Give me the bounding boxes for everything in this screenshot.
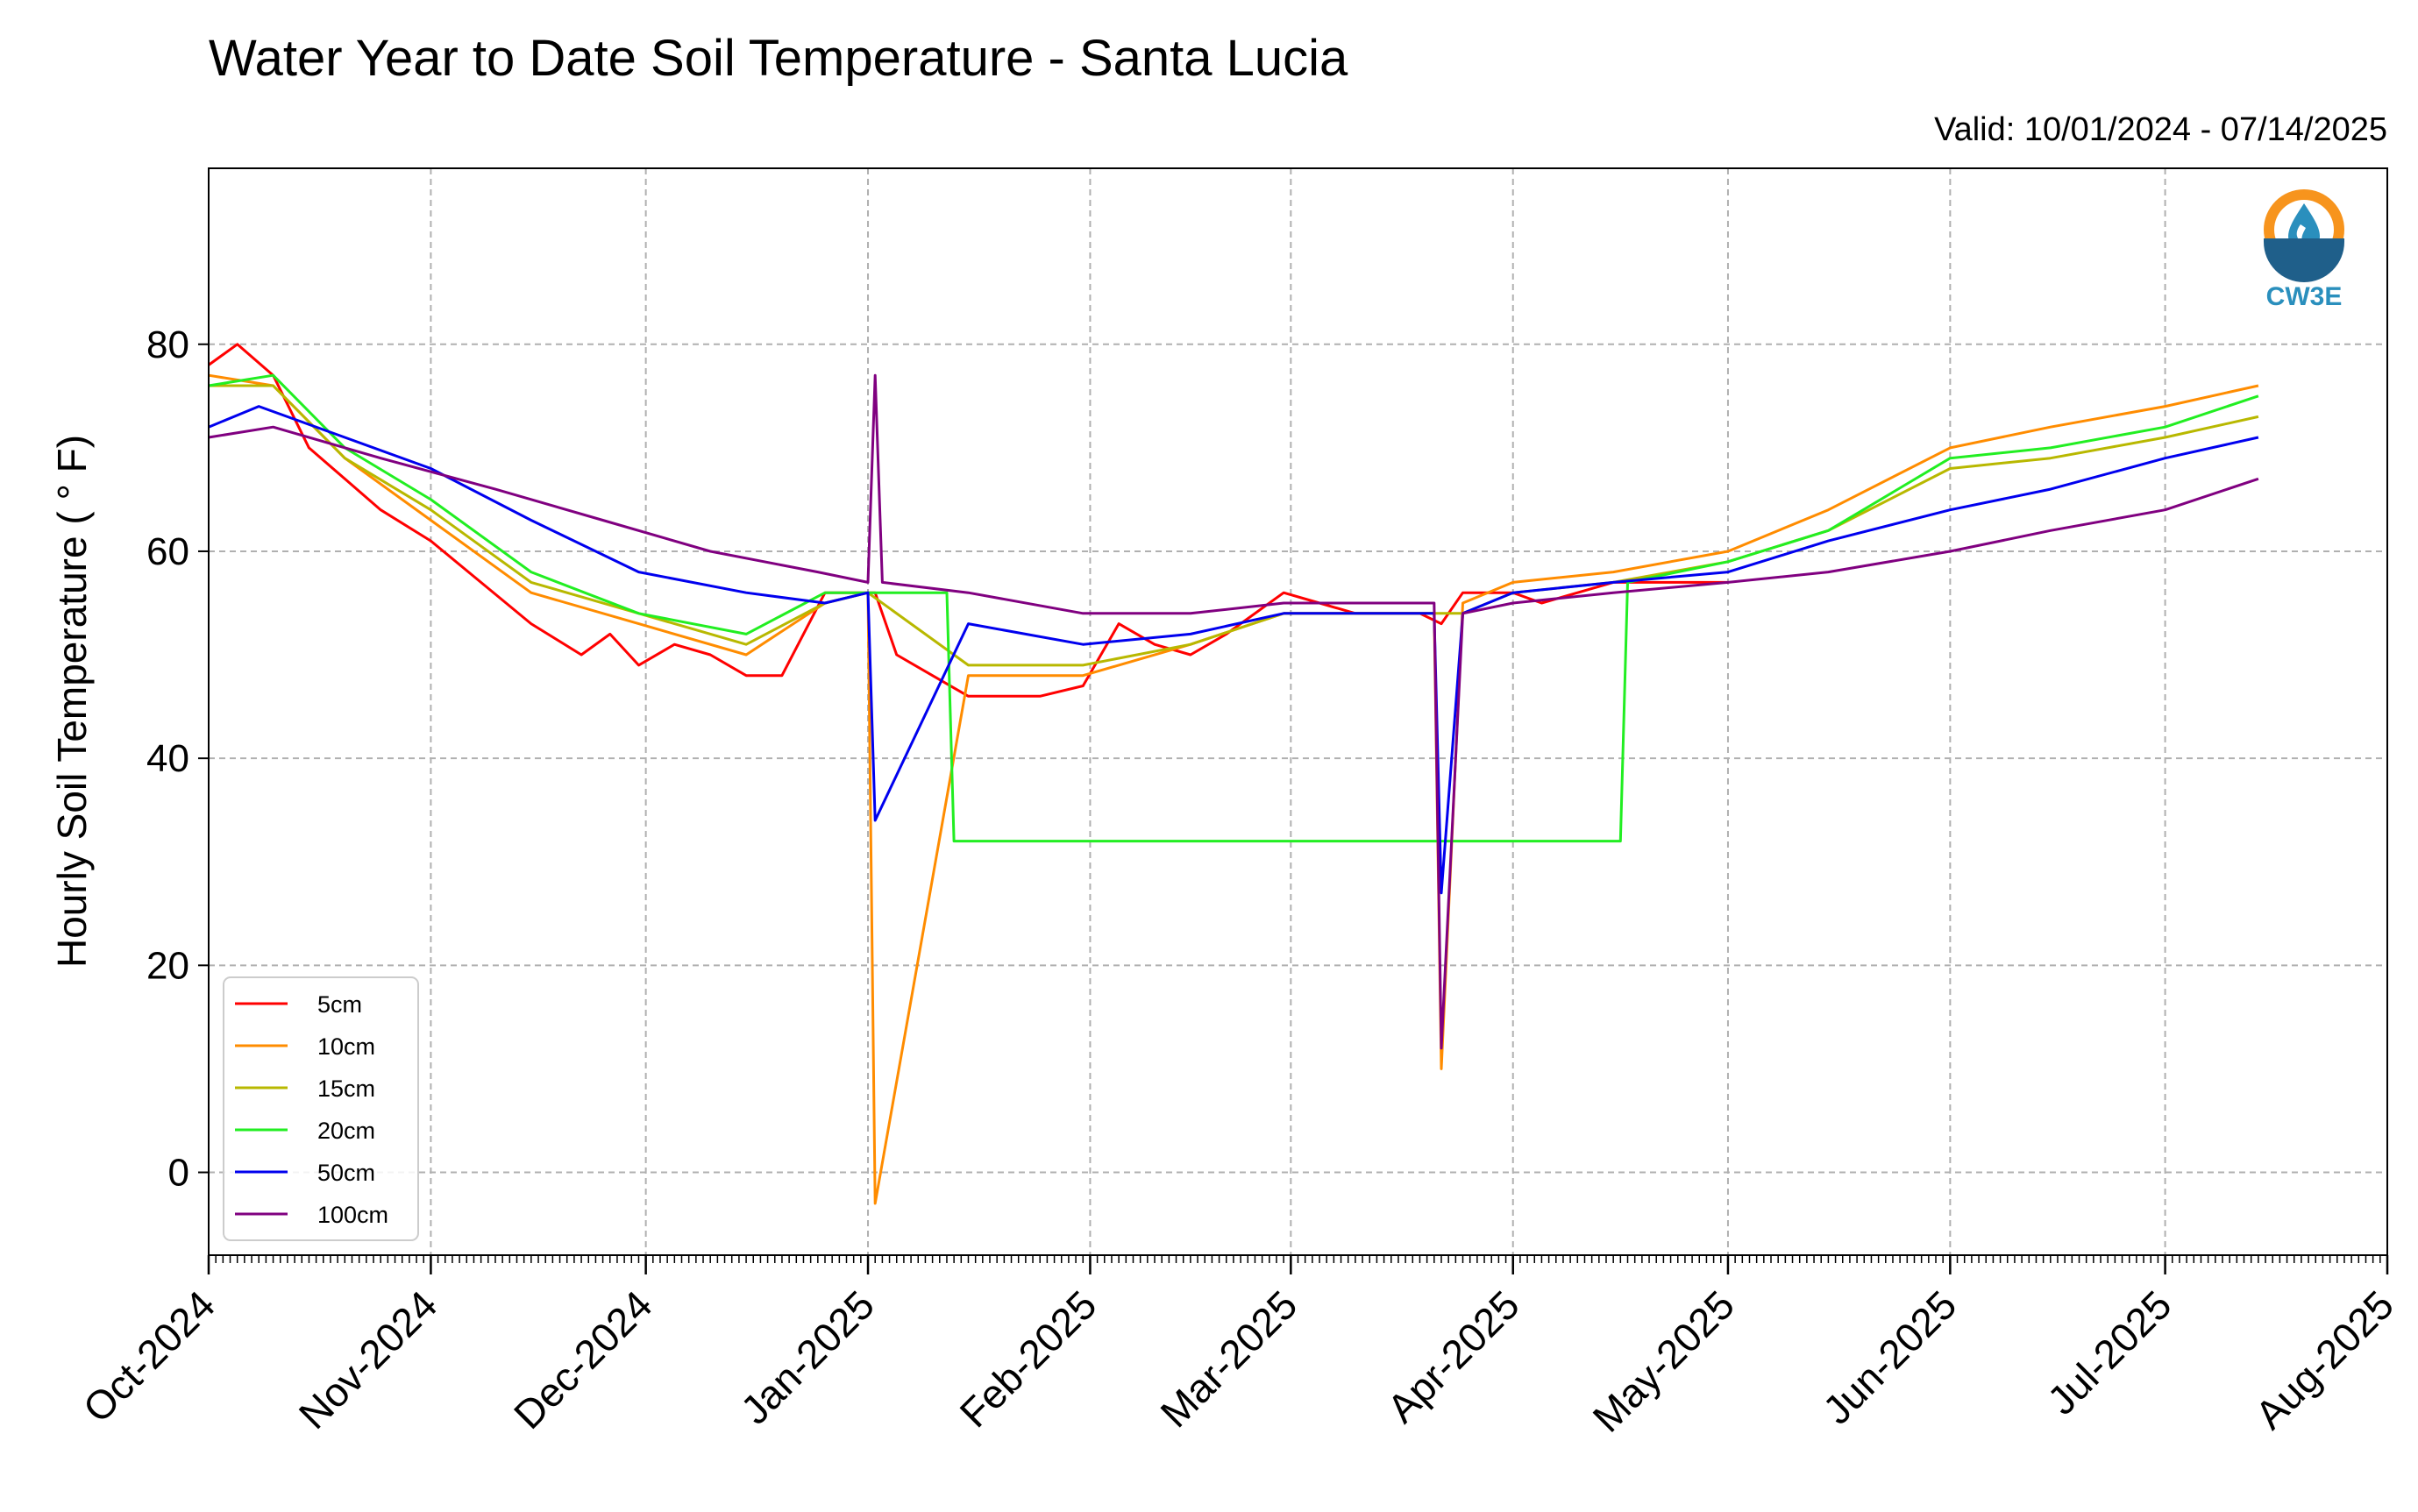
y-axis: 0 20 40 60 80 <box>146 323 209 1195</box>
x-tick-label: Jan-2025 <box>732 1281 883 1432</box>
x-axis: Oct-2024 Nov-2024 Dec-2024 Jan-2025 Feb-2025… <box>75 1255 2402 1441</box>
legend-label: 100cm <box>317 1202 388 1228</box>
plot-frame <box>208 167 2388 1256</box>
series-line-5cm <box>208 343 1728 698</box>
y-axis-label: Hourly Soil Temperature ( ° F) <box>49 435 95 968</box>
series-line-50cm <box>208 405 2259 895</box>
logo-waves <box>2264 238 2344 282</box>
legend-label: 15cm <box>317 1075 375 1102</box>
y-tick-label: 40 <box>146 737 189 780</box>
x-tick-label: Nov-2024 <box>290 1281 446 1437</box>
x-tick-label: Jun-2025 <box>1814 1281 1965 1432</box>
x-tick-label: Feb-2025 <box>951 1281 1106 1436</box>
series-line-100cm <box>208 373 2259 1050</box>
legend-label: 20cm <box>317 1118 375 1144</box>
x-tick-label: Mar-2025 <box>1151 1281 1305 1436</box>
legend-label: 10cm <box>317 1033 375 1060</box>
legend-label: 5cm <box>317 991 362 1018</box>
chart-subtitle: Valid: 10/01/2024 - 07/14/2025 <box>1934 111 2387 148</box>
y-tick-label: 0 <box>168 1152 189 1195</box>
series-line-15cm <box>209 384 2259 667</box>
logo-text: CW3E <box>2266 282 2343 311</box>
x-tick-label: May-2025 <box>1584 1281 1743 1440</box>
plot-series <box>208 343 2259 1205</box>
legend-box <box>223 976 419 1241</box>
x-tick-label: Jul-2025 <box>2038 1281 2180 1423</box>
legend-label: 50cm <box>317 1160 375 1186</box>
series-line-20cm <box>208 373 2259 843</box>
y-tick-label: 20 <box>146 944 189 987</box>
grid <box>208 168 2388 1255</box>
x-tick-label: Oct-2024 <box>75 1281 224 1431</box>
cw3e-logo: CW3E <box>2264 189 2344 311</box>
chart-title: Water Year to Date Soil Temperature - Sa… <box>209 30 1348 87</box>
legend: 5cm 10cm 15cm 20cm 50cm 100cm <box>223 976 419 1241</box>
x-tick-label: Apr-2025 <box>1378 1281 1528 1431</box>
y-tick-label: 80 <box>146 323 189 366</box>
x-tick-label: Dec-2024 <box>505 1281 661 1437</box>
x-tick-label: Aug-2025 <box>2246 1281 2402 1437</box>
y-tick-label: 60 <box>146 530 189 573</box>
